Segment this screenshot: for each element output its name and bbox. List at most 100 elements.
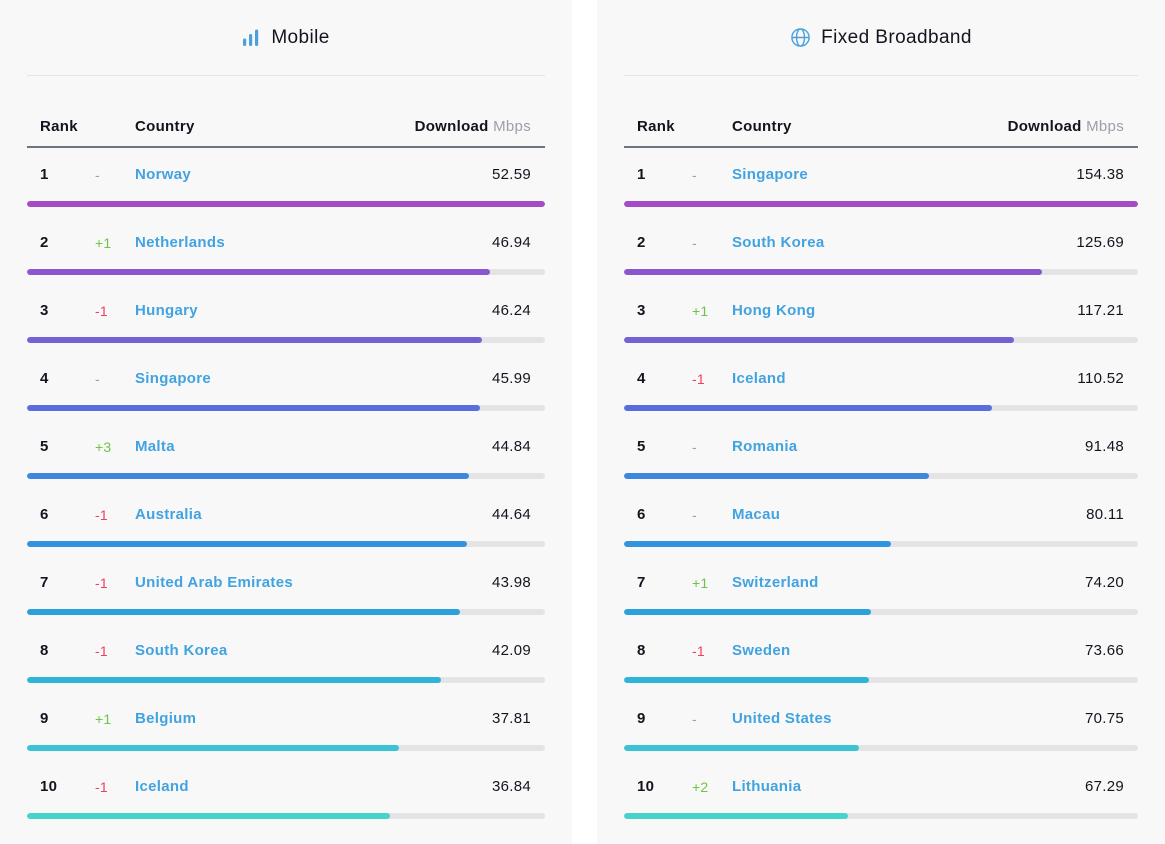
download-column-header: Download Mbps [415, 118, 545, 135]
speed-bar-track [624, 473, 1138, 479]
download-value: 73.66 [1084, 642, 1124, 659]
rank-number: 9 [637, 710, 646, 727]
table-row: 5 +3 Malta 44.84 [27, 420, 545, 479]
country-link[interactable]: Singapore [135, 369, 212, 387]
speed-bar-fill [624, 473, 929, 479]
fixed-panel-header: Fixed Broadband [597, 0, 1165, 75]
speed-bar-fill [27, 473, 469, 479]
rank-change-indicator: +1 [692, 302, 709, 319]
rank-number: 2 [40, 234, 49, 251]
rank-change-indicator: - [692, 438, 697, 455]
country-link[interactable]: Malta [135, 437, 175, 455]
country-link[interactable]: South Korea [135, 641, 228, 659]
table-row: 9 - United States 70.75 [624, 692, 1138, 751]
country-column-header: Country [135, 118, 195, 135]
rank-change-indicator: - [692, 506, 697, 523]
download-value: 42.09 [491, 642, 531, 659]
speed-bar-fill [27, 745, 400, 751]
country-link[interactable]: Hong Kong [732, 301, 816, 319]
speed-bar-fill [624, 541, 891, 547]
country-link[interactable]: United States [732, 709, 832, 727]
table-row: 10 -1 Iceland 36.84 [27, 760, 545, 819]
country-link[interactable]: United Arab Emirates [135, 573, 293, 591]
bar-chart-icon [242, 28, 261, 47]
speed-bar-track [624, 813, 1138, 819]
speed-bar-fill [624, 201, 1138, 207]
country-link[interactable]: Iceland [135, 777, 189, 795]
rank-change-indicator: - [95, 166, 100, 183]
rank-change-indicator: -1 [95, 506, 108, 523]
table-row: 2 +1 Netherlands 46.94 [27, 216, 545, 275]
country-link[interactable]: Sweden [732, 641, 791, 659]
country-link[interactable]: Singapore [732, 165, 809, 183]
download-value: 45.99 [491, 370, 531, 387]
download-value: 67.29 [1084, 778, 1124, 795]
country-link[interactable]: Lithuania [732, 777, 802, 795]
speed-bar-track [27, 745, 545, 751]
country-link[interactable]: Netherlands [135, 233, 225, 251]
country-link[interactable]: Romania [732, 437, 798, 455]
country-link[interactable]: Belgium [135, 709, 197, 727]
table-header: Rank Country Download Mbps [27, 76, 545, 148]
speed-bar-fill [624, 337, 1015, 343]
speed-bar-fill [27, 813, 391, 819]
country-link[interactable]: Switzerland [732, 573, 819, 591]
table-row: 8 -1 South Korea 42.09 [27, 624, 545, 683]
rank-change-indicator: -1 [95, 574, 108, 591]
speed-bar-fill [27, 677, 442, 683]
rank-change-indicator: -1 [692, 642, 705, 659]
speed-bar-track [27, 677, 545, 683]
rank-change-indicator: -1 [692, 370, 705, 387]
speed-bar-fill [27, 201, 545, 207]
speed-bar-track [27, 201, 545, 207]
speed-bar-track [27, 405, 545, 411]
table-row: 9 +1 Belgium 37.81 [27, 692, 545, 751]
download-value: 44.84 [491, 438, 531, 455]
rank-change-indicator: +3 [95, 438, 112, 455]
rank-number: 4 [637, 370, 646, 387]
download-value: 74.20 [1084, 574, 1124, 591]
rank-number: 3 [40, 302, 49, 319]
fixed-broadband-panel: Fixed Broadband Rank Country Download Mb… [597, 0, 1165, 844]
mbps-unit-label: Mbps [1086, 118, 1124, 135]
download-label: Download [1007, 118, 1082, 135]
country-link[interactable]: Australia [135, 505, 202, 523]
download-value: 44.64 [491, 506, 531, 523]
panel-title: Fixed Broadband [821, 26, 972, 48]
rank-number: 9 [40, 710, 49, 727]
speed-bar-track [624, 201, 1138, 207]
panel-title: Mobile [271, 26, 330, 48]
speed-bar-fill [624, 609, 872, 615]
mobile-ranking-list: 1 - Norway 52.59 2 +1 Netherlands 46.94 3 -1 Hunga… [27, 148, 545, 819]
rank-column-header: Rank [637, 118, 675, 135]
rank-change-indicator: -1 [95, 642, 108, 659]
download-value: 110.52 [1077, 370, 1124, 387]
speed-bar-track [624, 745, 1138, 751]
rank-change-indicator: - [692, 710, 697, 727]
speed-bar-fill [27, 405, 481, 411]
country-link[interactable]: Iceland [732, 369, 786, 387]
country-link[interactable]: Hungary [135, 301, 198, 319]
rank-change-indicator: -1 [95, 302, 108, 319]
divider [624, 75, 1138, 76]
table-row: 4 - Singapore 45.99 [27, 352, 545, 411]
country-link[interactable]: Norway [135, 165, 191, 183]
mobile-panel: Mobile Rank Country Download Mbps 1 - Norw… [0, 0, 572, 844]
speed-bar-track [27, 473, 545, 479]
speed-bar-fill [624, 677, 870, 683]
rank-number: 10 [637, 778, 655, 795]
rank-number: 3 [637, 302, 646, 319]
download-value: 43.98 [491, 574, 531, 591]
download-label: Download [414, 118, 489, 135]
download-value: 117.21 [1077, 302, 1124, 319]
country-link[interactable]: South Korea [732, 233, 825, 251]
table-row: 3 -1 Hungary 46.24 [27, 284, 545, 343]
country-link[interactable]: Macau [732, 505, 781, 523]
table-row: 4 -1 Iceland 110.52 [624, 352, 1138, 411]
download-value: 154.38 [1076, 166, 1124, 183]
table-row: 6 - Macau 80.11 [624, 488, 1138, 547]
rank-change-indicator: - [692, 234, 697, 251]
speed-bar-track [624, 541, 1138, 547]
rank-change-indicator: - [95, 370, 100, 387]
